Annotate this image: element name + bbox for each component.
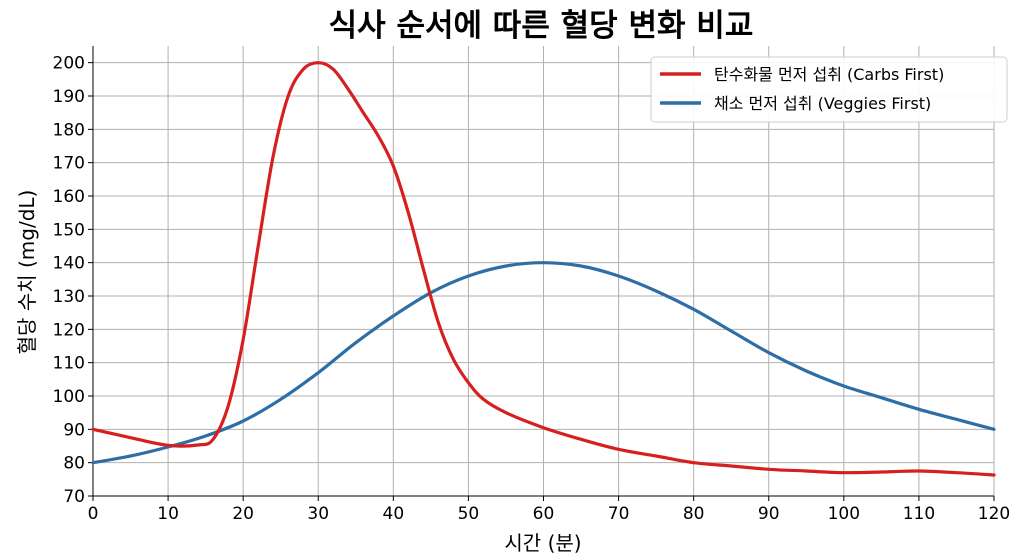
x-tick-label: 60: [533, 504, 555, 524]
legend: 탄수화물 먼저 섭취 (Carbs First) 채소 먼저 섭취 (Veggi…: [650, 56, 1008, 123]
y-tick-label: 90: [63, 420, 85, 440]
y-tick-label: 120: [53, 320, 85, 340]
y-tick-label: 80: [63, 454, 85, 474]
series-lines: [91, 61, 996, 477]
y-tick-label: 200: [53, 54, 85, 74]
series-line-veggies-first: [91, 261, 996, 465]
axes: [88, 46, 995, 501]
series-line-carbs-first: [91, 61, 996, 477]
legend-label-carbs: 탄수화물 먼저 섭취 (Carbs First): [714, 65, 944, 84]
x-tick-label: 120: [978, 504, 1010, 524]
y-axis-label: 혈당 수치 (mg/dL): [15, 190, 39, 355]
legend-label-veggies: 채소 먼저 섭취 (Veggies First): [714, 94, 931, 113]
y-tick-label: 130: [53, 287, 85, 307]
y-tick-label: 170: [53, 154, 85, 174]
y-tick-label: 180: [53, 120, 85, 140]
x-tick-label: 90: [758, 504, 780, 524]
y-tick-label: 160: [53, 187, 85, 207]
y-tick-label: 190: [53, 87, 85, 107]
x-tick-label: 100: [828, 504, 860, 524]
x-tick-label: 80: [683, 504, 705, 524]
x-tick-label: 50: [458, 504, 480, 524]
x-tick-label: 20: [232, 504, 254, 524]
x-tick-label: 0: [88, 504, 99, 524]
y-tick-label: 150: [53, 220, 85, 240]
x-tick-label: 110: [903, 504, 935, 524]
chart-title: 식사 순서에 따른 혈당 변화 비교: [329, 8, 754, 44]
legend-box: [650, 56, 1008, 123]
y-tick-label: 110: [53, 354, 85, 374]
x-tick-label: 30: [307, 504, 329, 524]
x-axis-label: 시간 (분): [504, 531, 581, 555]
y-tick-label: 100: [53, 387, 85, 407]
x-tick-label: 40: [383, 504, 405, 524]
tick-labels: 0 10 20 30 40 50 60 70 80 90 100 110 120 70 80 90 100 110…: [53, 54, 1011, 524]
x-tick-label: 10: [157, 504, 179, 524]
y-tick-label: 70: [63, 487, 85, 507]
y-tick-label: 140: [53, 254, 85, 274]
x-tick-label: 70: [608, 504, 630, 524]
